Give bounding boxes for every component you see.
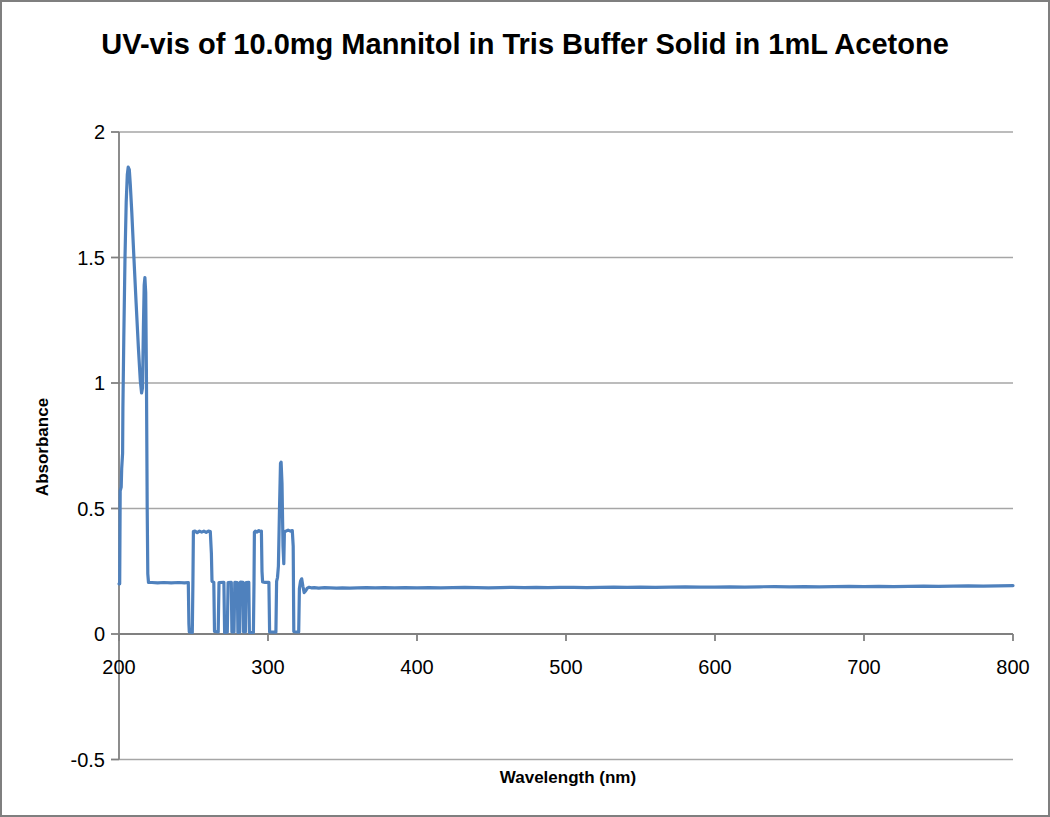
y-tick-label: 1 bbox=[94, 372, 105, 394]
x-tick-label: 800 bbox=[996, 656, 1029, 678]
plot-area: -0.5 0 0.5 1 1.5 2 200 300 400 500 600 700 800 bbox=[2, 2, 1048, 815]
y-tick-label: 1.5 bbox=[77, 247, 105, 269]
x-tick-label: 300 bbox=[251, 656, 284, 678]
y-tick-label: -0.5 bbox=[71, 749, 105, 771]
x-tick-label: 200 bbox=[102, 656, 135, 678]
y-tick-label: 2 bbox=[94, 121, 105, 143]
chart-frame: UV-vis of 10.0mg Mannitol in Tris Buffer… bbox=[0, 0, 1050, 817]
x-tick-label: 600 bbox=[698, 656, 731, 678]
x-tick-label: 400 bbox=[400, 656, 433, 678]
x-tick-label: 500 bbox=[549, 656, 582, 678]
x-axis-title: Wavelength (nm) bbox=[500, 768, 636, 788]
series-line-absorbance-spectrum bbox=[119, 167, 1013, 632]
y-tick-label: 0.5 bbox=[77, 498, 105, 520]
x-tick-label: 700 bbox=[847, 656, 880, 678]
y-tick-label: 0 bbox=[94, 623, 105, 645]
